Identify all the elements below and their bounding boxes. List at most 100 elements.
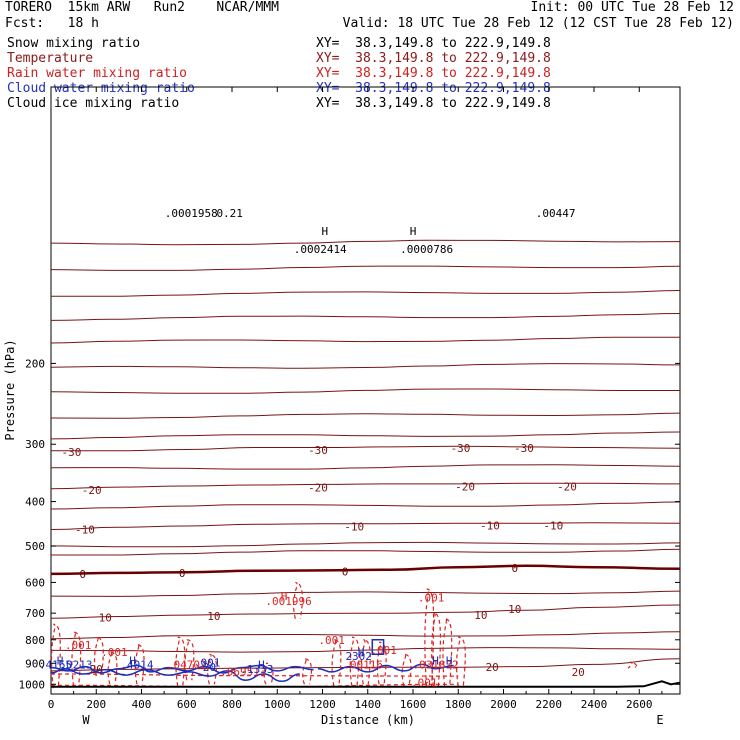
contour-label: .001 (411, 676, 438, 689)
contour-label: .0002414 (294, 243, 347, 256)
contour-label: 0 (342, 565, 349, 578)
isotherm-line (50, 265, 681, 271)
legend-cloud-ice-name: Cloud ice mixing ratio (7, 96, 180, 111)
x-tick-label: 0 (48, 698, 55, 711)
contour-label: H (281, 590, 288, 603)
contour-label: .001 (418, 591, 445, 604)
contour-labels: -30 -30 -30 -30 -20 -20 -20 -20 -10 -10 -10 -10 0 0 0 0… (39, 207, 585, 689)
rain-contour (627, 661, 638, 669)
x-tick-label: 1000 (264, 698, 291, 711)
contour-label: 10 (508, 603, 521, 616)
legend-cloud-water-xy: XY= 38.3,149.8 to 222.9,149.8 (316, 81, 551, 96)
contour-label: H (129, 654, 136, 667)
y-axis-title: Pressure (hPa) (3, 339, 17, 440)
x-tick-label: 600 (177, 698, 197, 711)
contour-label: 0 (79, 568, 86, 581)
legend-rain-xy: XY= 38.3,149.8 to 222.9,149.8 (316, 66, 551, 81)
y-tick-label: 1000 (19, 678, 46, 691)
x-tick-label: 2400 (581, 698, 608, 711)
isotherm-line (50, 541, 681, 548)
x-tick-label: 400 (132, 698, 152, 711)
rain-contour (134, 644, 145, 685)
x-axis-title: Distance (km) (321, 713, 415, 727)
legend-cloud-water-name: Cloud water mixing ratio (7, 81, 195, 96)
contour-label: .0000786 (400, 243, 453, 256)
background-contours (50, 239, 681, 653)
isotherm-line (51, 548, 681, 556)
contour-label: -10 (75, 524, 95, 537)
rain-contour (424, 588, 435, 687)
x-tick-label: 1600 (400, 698, 427, 711)
isotherm-line (50, 464, 681, 470)
contour-label: 0 (179, 567, 186, 580)
contour-label: .001 (318, 634, 345, 647)
rain-contour (302, 658, 313, 685)
contour-label: 10 (474, 609, 487, 622)
x-tick-label: 1200 (309, 698, 336, 711)
contour-label: .4165 (39, 659, 72, 672)
contour-label: 2302 (345, 650, 372, 663)
legend-snow-name: Snow mixing ratio (7, 36, 141, 51)
contour-label: 20 (486, 661, 499, 674)
contour-label: H (321, 225, 328, 238)
contour-label: .1333 (240, 663, 273, 676)
rain-contour (107, 651, 118, 685)
y-tick-label: 300 (25, 438, 45, 451)
contour-label: -30 (451, 442, 471, 455)
east-label: E (656, 713, 663, 727)
isotherm--10 (50, 522, 681, 530)
contour-label: .001 (194, 657, 221, 670)
contour-label: H (358, 646, 365, 659)
rain-contour (431, 612, 442, 687)
y-tick-label: 500 (25, 540, 45, 553)
legend-rain-name: Rain water mixing ratio (7, 66, 188, 81)
contour-label: .0001958 (165, 207, 218, 220)
contour-label: .00116 (343, 659, 383, 672)
contour-label: H (446, 654, 453, 667)
west-label: W (82, 713, 90, 727)
contour-label: .001996 (265, 595, 311, 608)
contour-label: H (432, 654, 439, 667)
contour-label: H (57, 654, 64, 667)
contour-label: H (258, 659, 265, 672)
rain-contour (442, 618, 453, 687)
x-axis-ticks: 0 200 400 600 800 1000 1200 1400 1600 1800 2000 220… (48, 87, 663, 711)
isotherm-line (50, 590, 681, 597)
isotherm-10 (50, 604, 681, 619)
cloud-water-contour (317, 663, 454, 673)
isotherm-line (50, 501, 681, 510)
y-tick-label: 200 (25, 357, 45, 370)
contour-label: -10 (344, 520, 364, 533)
isotherm-line (50, 388, 680, 394)
contour-label: .0213 (59, 659, 92, 672)
y-tick-label: 400 (25, 496, 45, 509)
contour-label: -20 (82, 484, 102, 497)
contour-label: .069513 (220, 666, 266, 679)
contour-label: -20 (455, 480, 475, 493)
x-tick-label: 1400 (355, 698, 382, 711)
contour-label: .001 (65, 639, 92, 652)
isotherm--20 (50, 482, 681, 490)
y-tick-label: 800 (25, 634, 45, 647)
x-tick-label: 200 (86, 698, 106, 711)
isotherm-line (50, 313, 681, 321)
isotherm-line (50, 239, 681, 246)
rain-contour (71, 631, 82, 687)
contour-label: -10 (480, 520, 500, 533)
cloud-water-contours (50, 639, 454, 683)
x-tick-label: 2200 (536, 698, 563, 711)
isotherm-line (50, 647, 681, 653)
contour-label: H (410, 225, 417, 238)
contour-label: 20 (90, 663, 103, 676)
legend-cloud-ice-xy: XY= 38.3,149.8 to 222.9,149.8 (316, 96, 551, 111)
cloud-water-cell (371, 639, 385, 655)
x-tick-label: 1800 (445, 698, 472, 711)
terrain-line (51, 680, 681, 688)
legend-snow-xy: XY= 38.3,149.8 to 222.9,149.8 (316, 36, 551, 51)
isotherm-line (50, 336, 680, 344)
isotherm-0 (50, 564, 681, 576)
x-tick-label: 2000 (490, 698, 517, 711)
valid-time: Valid: 18 UTC Tue 28 Feb 12 (12 CST Tue … (342, 16, 734, 31)
contour-label: .001 (370, 644, 397, 657)
